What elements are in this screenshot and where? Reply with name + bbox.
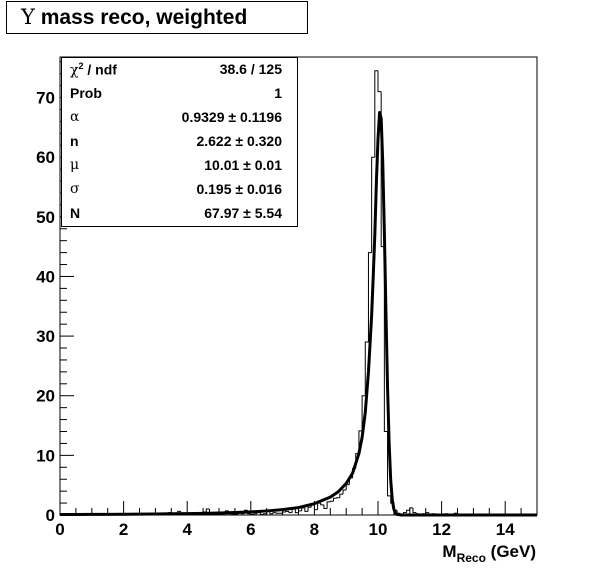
histogram-bin bbox=[205, 508, 210, 513]
stat-row-chi2: χ2 / ndf 38.6 / 125 bbox=[62, 58, 297, 82]
histogram-bin bbox=[320, 503, 324, 506]
x-axis-label: MReco (GeV) bbox=[442, 542, 536, 565]
stat-value-sigma: 0.195 ± 0.016 bbox=[196, 181, 282, 197]
x-axis-label-main: M bbox=[442, 542, 456, 561]
histogram-bin bbox=[374, 70, 378, 158]
histogram-bin bbox=[383, 246, 388, 433]
histogram-bin bbox=[364, 341, 369, 396]
x-tick-label: 6 bbox=[246, 520, 255, 539]
stat-value-prob: 1 bbox=[274, 85, 282, 101]
histogram-bin bbox=[304, 507, 309, 512]
stat-value-chi2: 38.6 / 125 bbox=[219, 61, 282, 77]
histogram-bin bbox=[342, 489, 347, 495]
histogram-title: Υ mass reco, weighted bbox=[6, 1, 308, 34]
stat-label-prob: Prob bbox=[70, 85, 102, 101]
stat-row-prob: Prob 1 bbox=[62, 82, 297, 106]
y-tick-label: 60 bbox=[36, 148, 55, 167]
title-text: mass reco, weighted bbox=[40, 6, 248, 29]
histogram-bin bbox=[387, 431, 391, 497]
histogram-bin bbox=[259, 512, 264, 515]
histogram-bin bbox=[275, 512, 280, 514]
y-tick-label: 10 bbox=[36, 446, 55, 465]
stat-label-N: N bbox=[70, 205, 81, 221]
stat-label-mu: μ bbox=[70, 157, 80, 173]
x-tick-label: 14 bbox=[496, 520, 515, 539]
x-tick-label: 10 bbox=[369, 520, 388, 539]
histogram-bin bbox=[272, 512, 277, 514]
stat-row-N: N 67.97 ± 5.54 bbox=[62, 202, 297, 226]
stat-label-alpha: α bbox=[70, 109, 80, 125]
histogram-bin bbox=[396, 510, 401, 514]
y-tick-label: 0 bbox=[46, 506, 55, 525]
histogram-bin bbox=[294, 509, 299, 514]
x-tick-label: 12 bbox=[432, 520, 451, 539]
y-tick-label: 70 bbox=[36, 89, 55, 108]
histogram-bin bbox=[285, 510, 289, 513]
histogram-bin bbox=[406, 509, 410, 513]
histogram-bin bbox=[288, 511, 293, 514]
stat-value-alpha: 0.9329 ± 0.1196 bbox=[181, 109, 282, 125]
stat-row-sigma: σ 0.195 ± 0.016 bbox=[62, 178, 297, 202]
stat-label-sigma: σ bbox=[70, 181, 80, 197]
stat-value-mu: 10.01 ± 0.01 bbox=[204, 157, 282, 173]
y-tick-label: 50 bbox=[36, 208, 55, 227]
stat-value-n: 2.622 ± 0.320 bbox=[196, 133, 282, 149]
histogram-bin bbox=[336, 497, 340, 499]
stat-row-n: n 2.622 ± 0.320 bbox=[62, 130, 297, 154]
histogram-bin bbox=[371, 156, 375, 253]
fit-statistics-box: χ2 / ndf 38.6 / 125 Prob 1 α 0.9329 ± 0.… bbox=[61, 57, 298, 227]
stat-value-N: 67.97 ± 5.54 bbox=[204, 205, 282, 221]
y-tick-label: 40 bbox=[36, 267, 55, 286]
x-tick-label: 0 bbox=[55, 520, 64, 539]
histogram-bin bbox=[345, 484, 350, 490]
histogram-bin bbox=[326, 501, 331, 509]
x-tick-label: 2 bbox=[119, 520, 128, 539]
stat-row-mu: μ 10.01 ± 0.01 bbox=[62, 154, 297, 178]
y-tick-label: 20 bbox=[36, 387, 55, 406]
y-tick-label: 30 bbox=[36, 327, 55, 346]
x-axis-label-unit: (GeV) bbox=[491, 542, 536, 561]
histogram-bin bbox=[253, 513, 258, 515]
histogram-bin bbox=[263, 513, 267, 515]
histogram-bin bbox=[339, 493, 344, 498]
histogram-bin bbox=[307, 506, 312, 512]
upsilon-symbol: Υ bbox=[21, 5, 35, 29]
stat-label-n: n bbox=[70, 133, 79, 149]
x-axis-label-subscript: Reco bbox=[457, 551, 486, 565]
stat-row-alpha: α 0.9329 ± 0.1196 bbox=[62, 106, 297, 130]
histogram-bin bbox=[323, 504, 328, 509]
histogram-bin bbox=[412, 507, 417, 514]
histogram-bin bbox=[361, 395, 366, 431]
histogram-bin bbox=[329, 500, 334, 502]
histogram-bin bbox=[269, 511, 274, 515]
histogram-bin bbox=[377, 70, 382, 93]
stat-label-chi2: χ2 / ndf bbox=[70, 61, 117, 79]
histogram-bin bbox=[367, 252, 372, 343]
x-tick-label: 4 bbox=[182, 520, 192, 539]
histogram-bin bbox=[332, 497, 337, 502]
x-tick-label: 8 bbox=[310, 520, 319, 539]
